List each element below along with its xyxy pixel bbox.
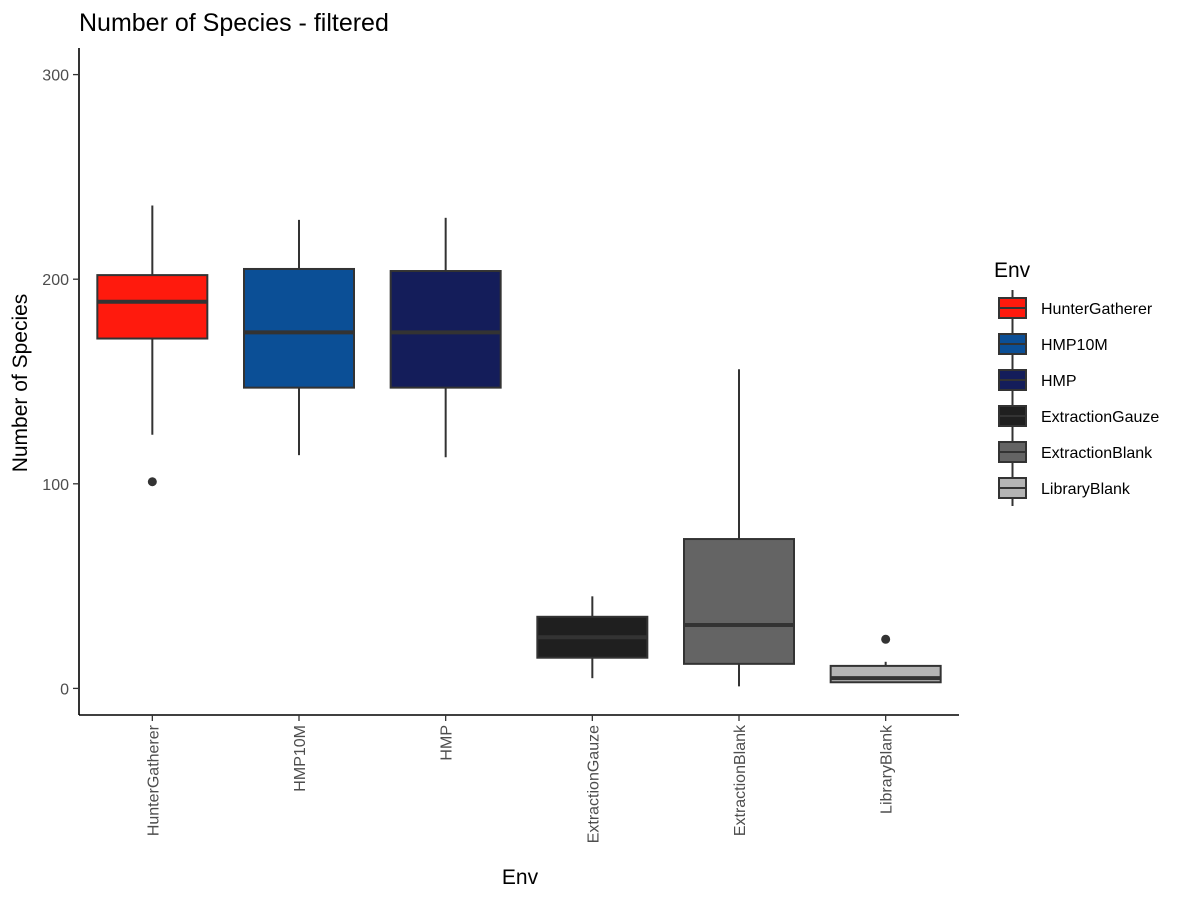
- box-LibraryBlank: [829, 634, 942, 684]
- y-axis: 0 100 200 300: [42, 48, 80, 715]
- legend-label: HMP10M: [1041, 337, 1108, 354]
- x-axis: HunterGatherer HMP10M HMP ExtractionGauze Ex…: [79, 714, 959, 843]
- chart-title: Number of Species - filtered: [79, 9, 389, 37]
- box-HunterGatherer: [96, 205, 209, 487]
- y-axis-title: Number of Species: [9, 294, 32, 473]
- legend-label: LibraryBlank: [1041, 481, 1131, 498]
- legend: Env HunterGatherer HMP10M HMP ExtractionGau…: [994, 259, 1159, 506]
- x-tick-label: ExtractionBlank: [732, 724, 749, 836]
- box-body: [96, 274, 209, 340]
- box-HMP: [389, 217, 502, 458]
- legend-item-ExtractionBlank: ExtractionBlank: [998, 434, 1153, 470]
- legend-item-HMP10M: HMP10M: [998, 326, 1108, 362]
- box-HMP10M: [243, 219, 355, 456]
- legend-item-HMP: HMP: [998, 362, 1077, 398]
- legend-label: HunterGatherer: [1041, 301, 1153, 318]
- legend-label: ExtractionGauze: [1041, 409, 1159, 426]
- plot-area: [96, 205, 942, 687]
- legend-item-ExtractionGauze: ExtractionGauze: [998, 398, 1159, 434]
- legend-label: HMP: [1041, 373, 1077, 390]
- box-ExtractionGauze: [536, 596, 649, 679]
- box-ExtractionBlank: [683, 369, 795, 687]
- x-tick-label: HunterGatherer: [145, 724, 162, 836]
- box-body: [683, 538, 795, 665]
- x-tick-label: HMP: [439, 725, 456, 761]
- box-body: [389, 270, 502, 389]
- x-tick-label: ExtractionGauze: [585, 725, 602, 843]
- y-tick-label: 0: [60, 681, 69, 698]
- x-tick-label: HMP10M: [292, 725, 309, 792]
- y-tick-label: 100: [42, 477, 69, 494]
- legend-item-HunterGatherer: HunterGatherer: [998, 290, 1153, 326]
- outlier-point: [881, 634, 891, 644]
- y-tick-label: 300: [42, 68, 69, 85]
- x-axis-title: Env: [502, 866, 539, 889]
- y-tick-label: 200: [42, 272, 69, 289]
- legend-label: ExtractionBlank: [1041, 445, 1153, 462]
- box-body: [243, 267, 355, 389]
- legend-item-LibraryBlank: LibraryBlank: [998, 470, 1131, 506]
- outlier-point: [147, 477, 157, 487]
- x-tick-label: LibraryBlank: [879, 724, 896, 814]
- legend-title: Env: [994, 259, 1031, 282]
